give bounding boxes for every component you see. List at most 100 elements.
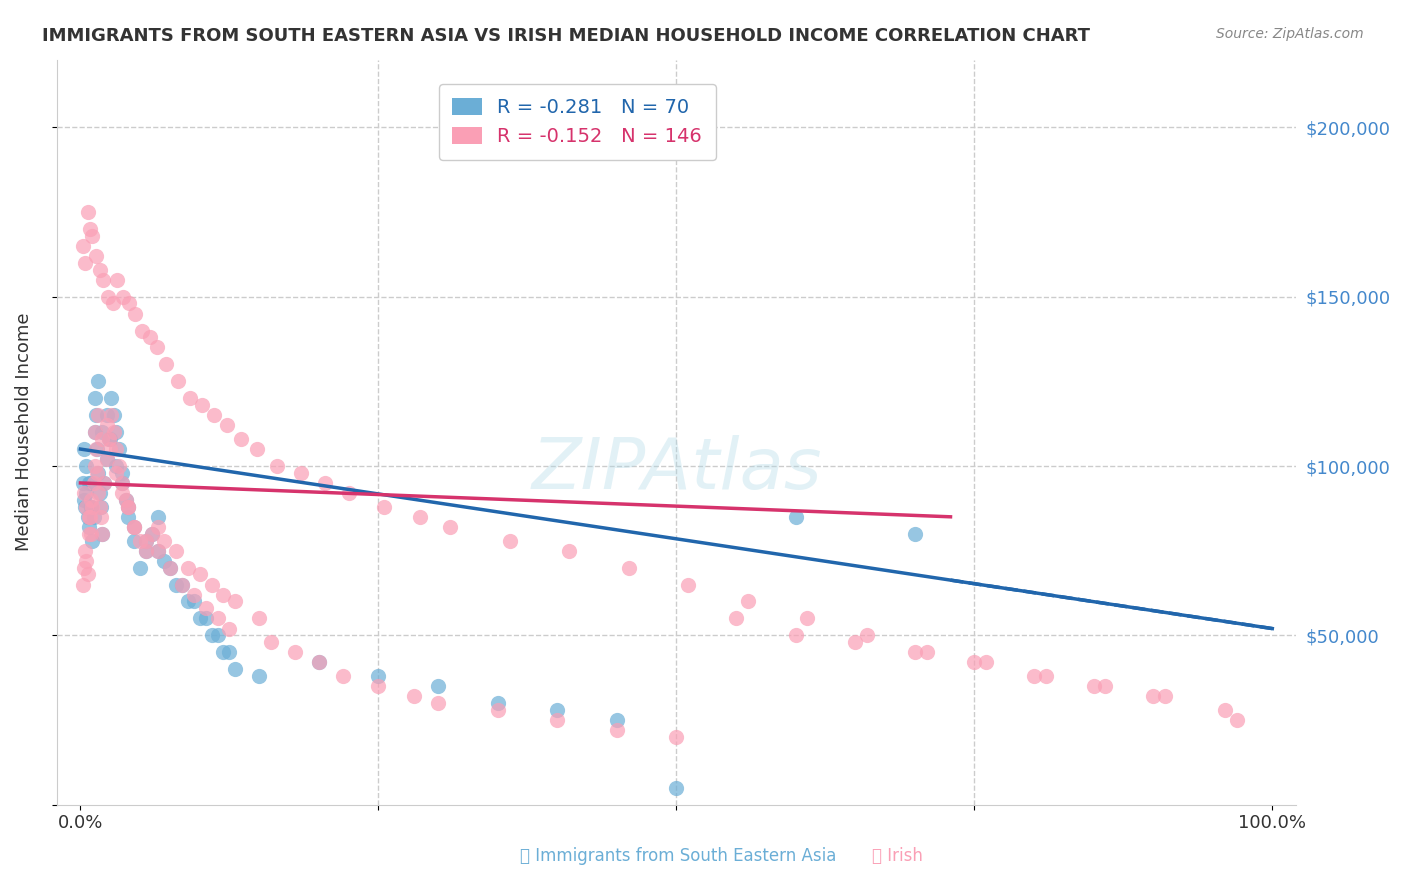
Point — [124, 307, 146, 321]
Point — [111, 466, 134, 480]
Point — [98, 432, 121, 446]
Point — [80, 526, 103, 541]
Point — [75, 554, 97, 568]
Point — [212, 645, 235, 659]
Text: Source: ZipAtlas.com: Source: ZipAtlas.com — [1216, 27, 1364, 41]
Point — [77, 526, 100, 541]
Point — [167, 375, 190, 389]
Point — [266, 458, 288, 473]
Point — [367, 669, 389, 683]
Point — [246, 442, 269, 456]
Point — [131, 324, 153, 338]
Text: ⬜ Irish: ⬜ Irish — [872, 847, 922, 865]
Point — [724, 611, 747, 625]
Point — [427, 696, 450, 710]
Point — [200, 577, 222, 591]
Point — [75, 458, 97, 473]
Point — [1213, 703, 1236, 717]
Point — [86, 466, 108, 480]
Point — [1225, 713, 1247, 727]
Point — [231, 432, 253, 446]
Point — [260, 635, 283, 649]
Point — [77, 520, 100, 534]
Point — [183, 594, 205, 608]
Point — [141, 526, 163, 541]
Point — [202, 408, 225, 422]
Point — [191, 398, 214, 412]
Point — [215, 418, 238, 433]
Point — [785, 509, 807, 524]
Point — [75, 256, 97, 270]
Point — [75, 500, 97, 514]
Point — [135, 533, 157, 548]
Point — [72, 577, 94, 591]
Point — [141, 526, 163, 541]
Point — [212, 588, 235, 602]
Point — [89, 262, 111, 277]
Point — [122, 520, 145, 534]
Point — [98, 442, 121, 456]
Point — [207, 611, 229, 625]
Point — [135, 533, 157, 548]
Point — [96, 452, 118, 467]
Point — [332, 669, 354, 683]
Point — [678, 577, 700, 591]
Point — [737, 594, 759, 608]
Point — [427, 679, 450, 693]
Point — [617, 560, 640, 574]
Point — [177, 594, 200, 608]
Legend: R = -0.281   N = 70, R = -0.152   N = 146: R = -0.281 N = 70, R = -0.152 N = 146 — [439, 84, 716, 160]
Text: ⬜ Immigrants from South Eastern Asia: ⬜ Immigrants from South Eastern Asia — [520, 847, 837, 865]
Point — [1022, 669, 1045, 683]
Point — [105, 458, 128, 473]
Point — [100, 408, 122, 422]
Point — [91, 273, 114, 287]
Point — [135, 543, 157, 558]
Point — [308, 656, 330, 670]
Point — [785, 628, 807, 642]
Point — [290, 466, 312, 480]
Point — [90, 432, 112, 446]
Point — [90, 500, 112, 514]
Point — [114, 492, 136, 507]
Point — [247, 611, 270, 625]
Point — [83, 458, 105, 473]
Point — [796, 611, 818, 625]
Point — [1142, 690, 1164, 704]
Point — [117, 509, 139, 524]
Point — [105, 273, 128, 287]
Point — [89, 500, 111, 514]
Point — [373, 500, 395, 514]
Point — [904, 645, 927, 659]
Point — [904, 526, 927, 541]
Point — [76, 567, 98, 582]
Point — [117, 500, 139, 514]
Point — [103, 408, 125, 422]
Point — [409, 509, 432, 524]
Point — [183, 588, 205, 602]
Point — [486, 703, 509, 717]
Point — [117, 500, 139, 514]
Point — [606, 723, 628, 738]
Point — [111, 486, 134, 500]
Point — [247, 669, 270, 683]
Point — [96, 418, 118, 433]
Point — [90, 526, 112, 541]
Point — [96, 408, 118, 422]
Point — [129, 560, 152, 574]
Point — [170, 577, 193, 591]
Point — [82, 500, 104, 514]
Text: IMMIGRANTS FROM SOUTH EASTERN ASIA VS IRISH MEDIAN HOUSEHOLD INCOME CORRELATION : IMMIGRANTS FROM SOUTH EASTERN ASIA VS IR… — [42, 27, 1090, 45]
Point — [105, 425, 128, 439]
Point — [86, 442, 108, 456]
Point — [546, 713, 568, 727]
Point — [112, 290, 135, 304]
Point — [83, 425, 105, 439]
Point — [159, 560, 181, 574]
Point — [200, 628, 222, 642]
Point — [170, 577, 193, 591]
Point — [75, 543, 97, 558]
Point — [146, 509, 169, 524]
Point — [963, 656, 986, 670]
Point — [103, 425, 125, 439]
